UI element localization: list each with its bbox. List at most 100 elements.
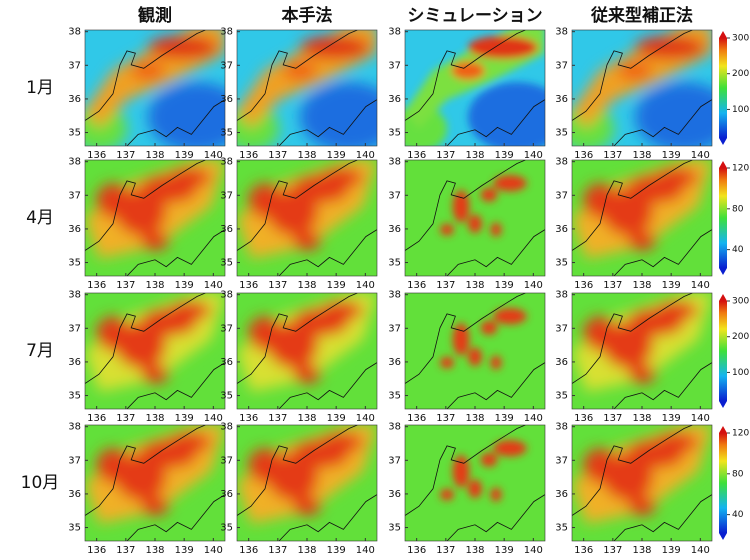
blob [293,231,321,251]
x-tick-label: 136 [407,150,426,161]
x-tick-label: 140 [524,413,543,424]
y-tick-label: 35 [555,523,568,534]
colorbar-max-arrow [719,161,727,168]
blob [490,222,502,237]
blob [440,488,454,501]
y-tick-label: 38 [555,290,568,301]
blob [493,308,527,325]
y-tick-label: 37 [220,60,233,71]
x-tick-label: 137 [116,150,135,161]
field-blobs [85,293,225,392]
field-blobs [572,160,712,259]
x-tick-label: 139 [495,280,514,291]
y-tick-label: 38 [220,157,233,168]
y-tick-label: 37 [388,455,401,466]
x-tick-label: 138 [465,280,484,291]
x-tick-label: 138 [297,280,316,291]
y-tick-label: 37 [388,190,401,201]
y-tick-label: 35 [68,258,81,269]
y-tick-label: 36 [220,489,233,500]
blob [490,355,502,370]
x-tick-label: 137 [436,150,455,161]
field-blobs [237,160,377,259]
x-tick-label: 136 [87,280,106,291]
blob [451,61,485,80]
y-tick-label: 36 [555,357,568,368]
colorbar-min-arrow [719,268,727,275]
coastline [572,293,712,409]
x-tick-label: 140 [204,280,223,291]
x-tick-label: 139 [175,150,194,161]
field-blobs [85,425,225,524]
x-tick-label: 140 [691,545,710,556]
blob [440,223,454,236]
blob [490,487,502,502]
blob [628,496,656,516]
blob [169,433,211,452]
y-tick-label: 37 [555,455,568,466]
blob [635,82,712,146]
blob [656,433,698,452]
y-tick-label: 37 [555,323,568,334]
blob [468,347,482,367]
blob [169,168,211,187]
y-tick-label: 35 [220,391,233,402]
x-tick-label: 137 [268,545,287,556]
map-panel: 136 137 138 139 140 35 36 37 38 [555,290,713,424]
y-tick-label: 36 [555,94,568,105]
y-tick-label: 36 [555,489,568,500]
blob [321,433,363,452]
map-panel: 136 137 138 139 140 35 36 37 38 [220,27,378,161]
y-tick-label: 38 [220,290,233,301]
x-tick-label: 139 [662,413,681,424]
colorbar [719,301,727,401]
x-tick-label: 138 [145,413,164,424]
x-tick-label: 139 [175,280,194,291]
x-tick-label: 136 [239,413,258,424]
heat-field [85,293,225,409]
y-tick-label: 35 [555,258,568,269]
x-tick-label: 136 [239,150,258,161]
coastline [85,293,225,409]
field-blobs [237,30,377,146]
colorbar [719,38,727,138]
blob [452,323,470,356]
x-tick-label: 137 [436,545,455,556]
map-panel: 136 137 138 139 140 35 36 37 38 [555,27,713,161]
blob [248,316,282,351]
coastline [85,160,225,276]
colorbar [719,433,727,533]
x-tick-label: 138 [297,413,316,424]
map-panel: 136 137 138 139 140 35 36 37 38 [220,157,378,291]
blob [141,364,169,384]
blob [248,183,282,219]
blob [452,190,470,223]
y-tick-label: 36 [220,94,233,105]
y-tick-label: 36 [220,357,233,368]
blob [583,183,617,219]
map-panel: 136 137 138 139 140 35 36 37 38 [220,290,378,424]
y-tick-label: 37 [220,190,233,201]
y-tick-label: 35 [555,391,568,402]
heat-field [405,293,545,409]
field-blobs [572,30,712,146]
x-tick-label: 137 [436,413,455,424]
x-tick-label: 140 [691,150,710,161]
colorbar-tick-label: 40 [732,245,744,255]
y-tick-label: 37 [220,323,233,334]
x-tick-label: 136 [407,413,426,424]
x-tick-label: 136 [574,545,593,556]
colorbar-tick-label: 120 [732,429,749,439]
y-tick-label: 38 [388,27,401,38]
coastline [237,30,377,146]
y-tick-label: 37 [68,323,81,334]
coastline [405,160,545,276]
colorbar-tick-label: 200 [732,69,749,79]
x-tick-label: 139 [175,545,194,556]
coastline [572,425,712,541]
x-tick-label: 140 [691,413,710,424]
colorbar-min-arrow [719,138,727,145]
map-panel: 136 137 138 139 140 35 36 37 38 [68,27,226,161]
y-tick-label: 35 [388,523,401,534]
blob [440,356,454,369]
